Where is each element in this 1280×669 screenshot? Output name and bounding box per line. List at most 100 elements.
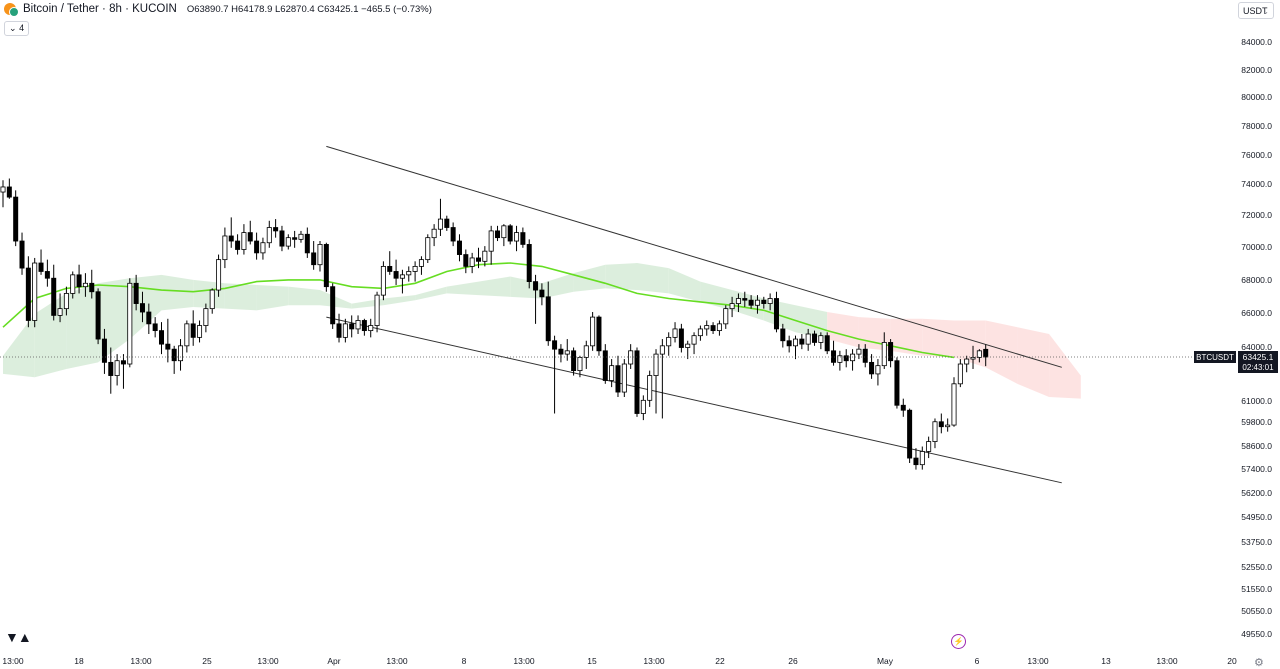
candle[interactable] [634, 347, 640, 417]
candle[interactable] [247, 220, 253, 245]
candle[interactable] [507, 224, 513, 245]
candle[interactable] [685, 340, 691, 360]
candle[interactable] [254, 232, 260, 260]
candle[interactable] [754, 295, 760, 314]
candle[interactable] [133, 274, 139, 311]
candle[interactable] [869, 354, 875, 379]
candle[interactable] [653, 349, 659, 414]
candle[interactable] [913, 448, 919, 470]
candle[interactable] [710, 322, 716, 334]
candle[interactable] [850, 349, 856, 371]
candle[interactable] [983, 344, 989, 367]
candle[interactable] [837, 350, 843, 371]
candle[interactable] [907, 408, 913, 464]
candle[interactable] [602, 344, 608, 384]
candle[interactable] [697, 325, 703, 341]
candle[interactable] [139, 291, 145, 323]
candle[interactable] [799, 333, 805, 350]
candle[interactable] [374, 291, 380, 333]
candle[interactable] [938, 413, 944, 434]
candle[interactable] [203, 303, 209, 333]
candle[interactable] [976, 349, 982, 363]
candle[interactable] [108, 347, 114, 394]
flash-icon[interactable]: ⚡ [951, 634, 966, 649]
candle[interactable] [723, 305, 729, 329]
candle[interactable] [716, 320, 722, 336]
candle[interactable] [184, 320, 190, 353]
candle[interactable] [317, 241, 323, 272]
candle[interactable] [399, 269, 405, 294]
candle[interactable] [418, 256, 424, 275]
candle[interactable] [152, 317, 158, 338]
candle[interactable] [678, 323, 684, 353]
candle[interactable] [926, 436, 932, 459]
candle[interactable] [101, 328, 107, 374]
candle[interactable] [355, 315, 361, 334]
candle[interactable] [881, 332, 887, 369]
candle[interactable] [862, 344, 868, 368]
candle[interactable] [900, 398, 906, 417]
candle[interactable] [812, 330, 818, 346]
candle[interactable] [165, 318, 171, 363]
candle[interactable] [146, 303, 152, 334]
candle[interactable] [76, 264, 82, 294]
candle[interactable] [444, 215, 450, 231]
candle[interactable] [120, 354, 126, 389]
candle[interactable] [735, 293, 741, 313]
candle[interactable] [114, 354, 120, 386]
candle[interactable] [495, 225, 501, 242]
candle[interactable] [552, 335, 558, 414]
candle[interactable] [311, 241, 317, 270]
currency-button[interactable]: USDT ⌄ [1238, 2, 1274, 19]
candle[interactable] [425, 234, 431, 264]
candle[interactable] [190, 310, 196, 346]
candle[interactable] [127, 278, 133, 368]
candle[interactable] [298, 230, 304, 243]
candle[interactable] [640, 395, 646, 421]
candle[interactable] [786, 335, 792, 353]
candle[interactable] [178, 339, 184, 371]
candle[interactable] [393, 259, 399, 285]
candle[interactable] [742, 291, 748, 307]
candle[interactable] [0, 180, 6, 208]
candle[interactable] [330, 283, 336, 329]
candle[interactable] [241, 224, 247, 255]
candle[interactable] [266, 220, 272, 248]
candle[interactable] [945, 418, 951, 432]
candle[interactable] [761, 296, 767, 309]
candle[interactable] [577, 355, 583, 378]
channel-lower-line[interactable] [326, 316, 1062, 484]
candle[interactable] [526, 239, 532, 289]
candle[interactable] [843, 349, 849, 368]
candle[interactable] [32, 257, 38, 328]
candle[interactable] [951, 377, 957, 427]
candle[interactable] [964, 355, 970, 373]
candle[interactable] [89, 269, 95, 299]
candle[interactable] [545, 281, 551, 346]
candle[interactable] [888, 339, 894, 368]
candle[interactable] [336, 313, 342, 343]
candle[interactable] [970, 345, 976, 369]
candle[interactable] [780, 323, 786, 348]
candle[interactable] [222, 227, 228, 269]
candle[interactable] [285, 234, 291, 250]
candle[interactable] [894, 357, 900, 409]
candle[interactable] [25, 256, 31, 328]
candle[interactable] [209, 288, 215, 314]
candle[interactable] [520, 227, 526, 248]
candle[interactable] [216, 254, 222, 297]
candle[interactable] [304, 227, 310, 258]
candle[interactable] [615, 355, 621, 398]
candle[interactable] [57, 293, 63, 323]
candle[interactable] [228, 217, 234, 248]
candle[interactable] [729, 296, 735, 318]
candle[interactable] [748, 295, 754, 309]
candle[interactable] [437, 198, 443, 236]
candle[interactable] [691, 332, 697, 355]
candle[interactable] [818, 332, 824, 350]
time-axis[interactable]: 13:00 18 13:00 25 13:00 Apr 13:00 8 13:00 15 13:00… [2, 656, 1237, 666]
candle[interactable] [856, 344, 862, 360]
candle[interactable] [805, 328, 811, 351]
candle[interactable] [95, 288, 101, 345]
candle[interactable] [158, 322, 164, 355]
